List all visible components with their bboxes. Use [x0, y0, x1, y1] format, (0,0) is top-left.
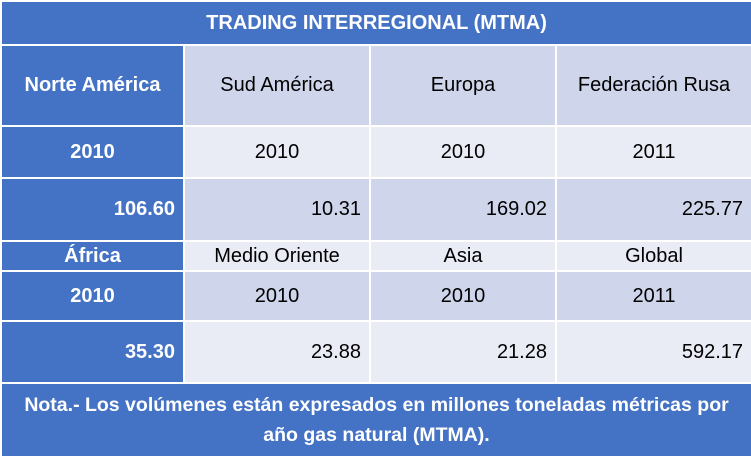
region-cell: Global [554, 240, 751, 272]
value-cell: 10.31 [183, 177, 371, 242]
title-row: TRADING INTERREGIONAL (MTMA) [0, 0, 751, 46]
year-cell: 2010 [369, 270, 557, 322]
value-cell: 169.02 [369, 177, 557, 242]
value-cell: 592.17 [554, 320, 751, 384]
table-note: Nota.- Los volúmenes están expresados en… [0, 382, 751, 458]
region-cell: Europa [369, 44, 557, 127]
note-row: Nota.- Los volúmenes están expresados en… [0, 382, 751, 458]
value-cell: 225.77 [554, 177, 751, 242]
year-cell: 2010 [0, 270, 185, 322]
table-title: TRADING INTERREGIONAL (MTMA) [0, 0, 751, 46]
region-row-1: Norte América Sud América Europa Federac… [0, 44, 751, 127]
region-cell: Federación Rusa [554, 44, 751, 127]
region-cell: Medio Oriente [183, 240, 371, 272]
value-row-2: 35.30 23.88 21.28 592.17 [0, 320, 751, 384]
region-cell: Sud América [183, 44, 371, 127]
year-row-2: 2010 2010 2010 2011 [0, 270, 751, 322]
value-cell: 106.60 [0, 177, 185, 242]
year-cell: 2010 [0, 125, 185, 179]
year-cell: 2010 [183, 270, 371, 322]
region-cell: Asia [369, 240, 557, 272]
value-cell: 21.28 [369, 320, 557, 384]
year-cell: 2011 [554, 270, 751, 322]
year-cell: 2011 [554, 125, 751, 179]
value-cell: 23.88 [183, 320, 371, 384]
year-cell: 2010 [183, 125, 371, 179]
year-cell: 2010 [369, 125, 557, 179]
value-cell: 35.30 [0, 320, 185, 384]
region-row-2: África Medio Oriente Asia Global [0, 240, 751, 272]
region-cell: Norte América [0, 44, 185, 127]
year-row-1: 2010 2010 2010 2011 [0, 125, 751, 179]
region-cell: África [0, 240, 185, 272]
value-row-1: 106.60 10.31 169.02 225.77 [0, 177, 751, 242]
